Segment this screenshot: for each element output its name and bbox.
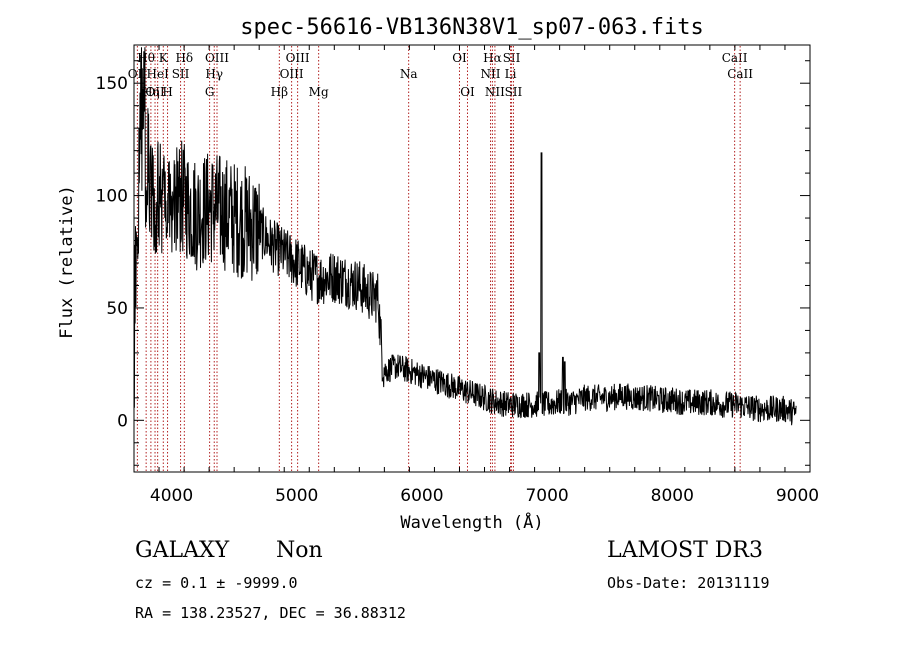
x-tick-label: 9000	[776, 486, 819, 506]
x-tick-label: 5000	[275, 486, 318, 506]
object-subclass: Non	[276, 538, 323, 563]
chart-title: spec-56616-VB136N38V1_sp07-063.fits	[240, 15, 704, 40]
coordinates-text: RA = 138.23527, DEC = 36.88312	[135, 604, 406, 622]
line-marker-label: Hγ	[205, 67, 223, 81]
spectrum-series	[133, 47, 797, 426]
plot-frame	[133, 44, 811, 473]
line-marker-label: OIII	[280, 67, 304, 81]
line-marker-label: Hα	[483, 51, 502, 65]
x-tick-label: 7000	[525, 486, 568, 506]
x-axis: 4000 5000 6000 7000 8000 9000	[133, 45, 819, 506]
x-axis-label: Wavelength (Å)	[400, 511, 543, 533]
line-marker-label: NII	[481, 67, 501, 81]
line-marker-label: OII	[145, 85, 165, 99]
x-tick-label: 6000	[400, 486, 443, 506]
line-marker-label: OIII	[286, 51, 310, 65]
line-marker-label: SII	[505, 85, 523, 99]
redshift-text: cz = 0.1 ± -9999.0	[135, 574, 298, 592]
line-marker-label: Mg	[309, 85, 329, 99]
line-marker-label: CaII	[722, 51, 748, 65]
y-axis: 0 50 100 150	[96, 60, 810, 466]
y-tick-label: 0	[117, 411, 128, 431]
observation-date: Obs-Date: 20131119	[607, 574, 770, 592]
line-marker-label: Hβ	[271, 85, 288, 99]
line-marker-label: NII	[485, 85, 505, 99]
line-marker-label: OIII	[205, 51, 229, 65]
line-marker-label: SII	[503, 51, 521, 65]
y-axis-label: Flux (relative)	[57, 185, 77, 339]
x-tick-label: 8000	[651, 486, 694, 506]
line-marker-label: H	[162, 85, 172, 99]
line-marker-label: OI	[460, 85, 475, 99]
y-tick-label: 150	[96, 74, 128, 94]
y-tick-label: 100	[96, 187, 128, 207]
survey-name: LAMOST DR3	[607, 538, 763, 563]
line-marker-label: HeI	[147, 67, 170, 81]
line-marker-label: G	[205, 85, 215, 99]
x-tick-label: 4000	[150, 486, 193, 506]
line-marker-label: CaII	[727, 67, 753, 81]
spectrum-line	[133, 47, 797, 426]
object-class: GALAXY	[135, 538, 230, 563]
line-marker-label: OI	[452, 51, 467, 65]
y-tick-label: 50	[106, 299, 128, 319]
line-marker-label: Na	[400, 67, 418, 81]
line-marker-label: K	[159, 51, 169, 65]
line-marker-label: Hδ	[175, 51, 193, 65]
line-marker-label: Li	[505, 67, 517, 81]
line-marker-label: SII	[172, 67, 190, 81]
line-marker-label: Hθ	[137, 51, 155, 65]
